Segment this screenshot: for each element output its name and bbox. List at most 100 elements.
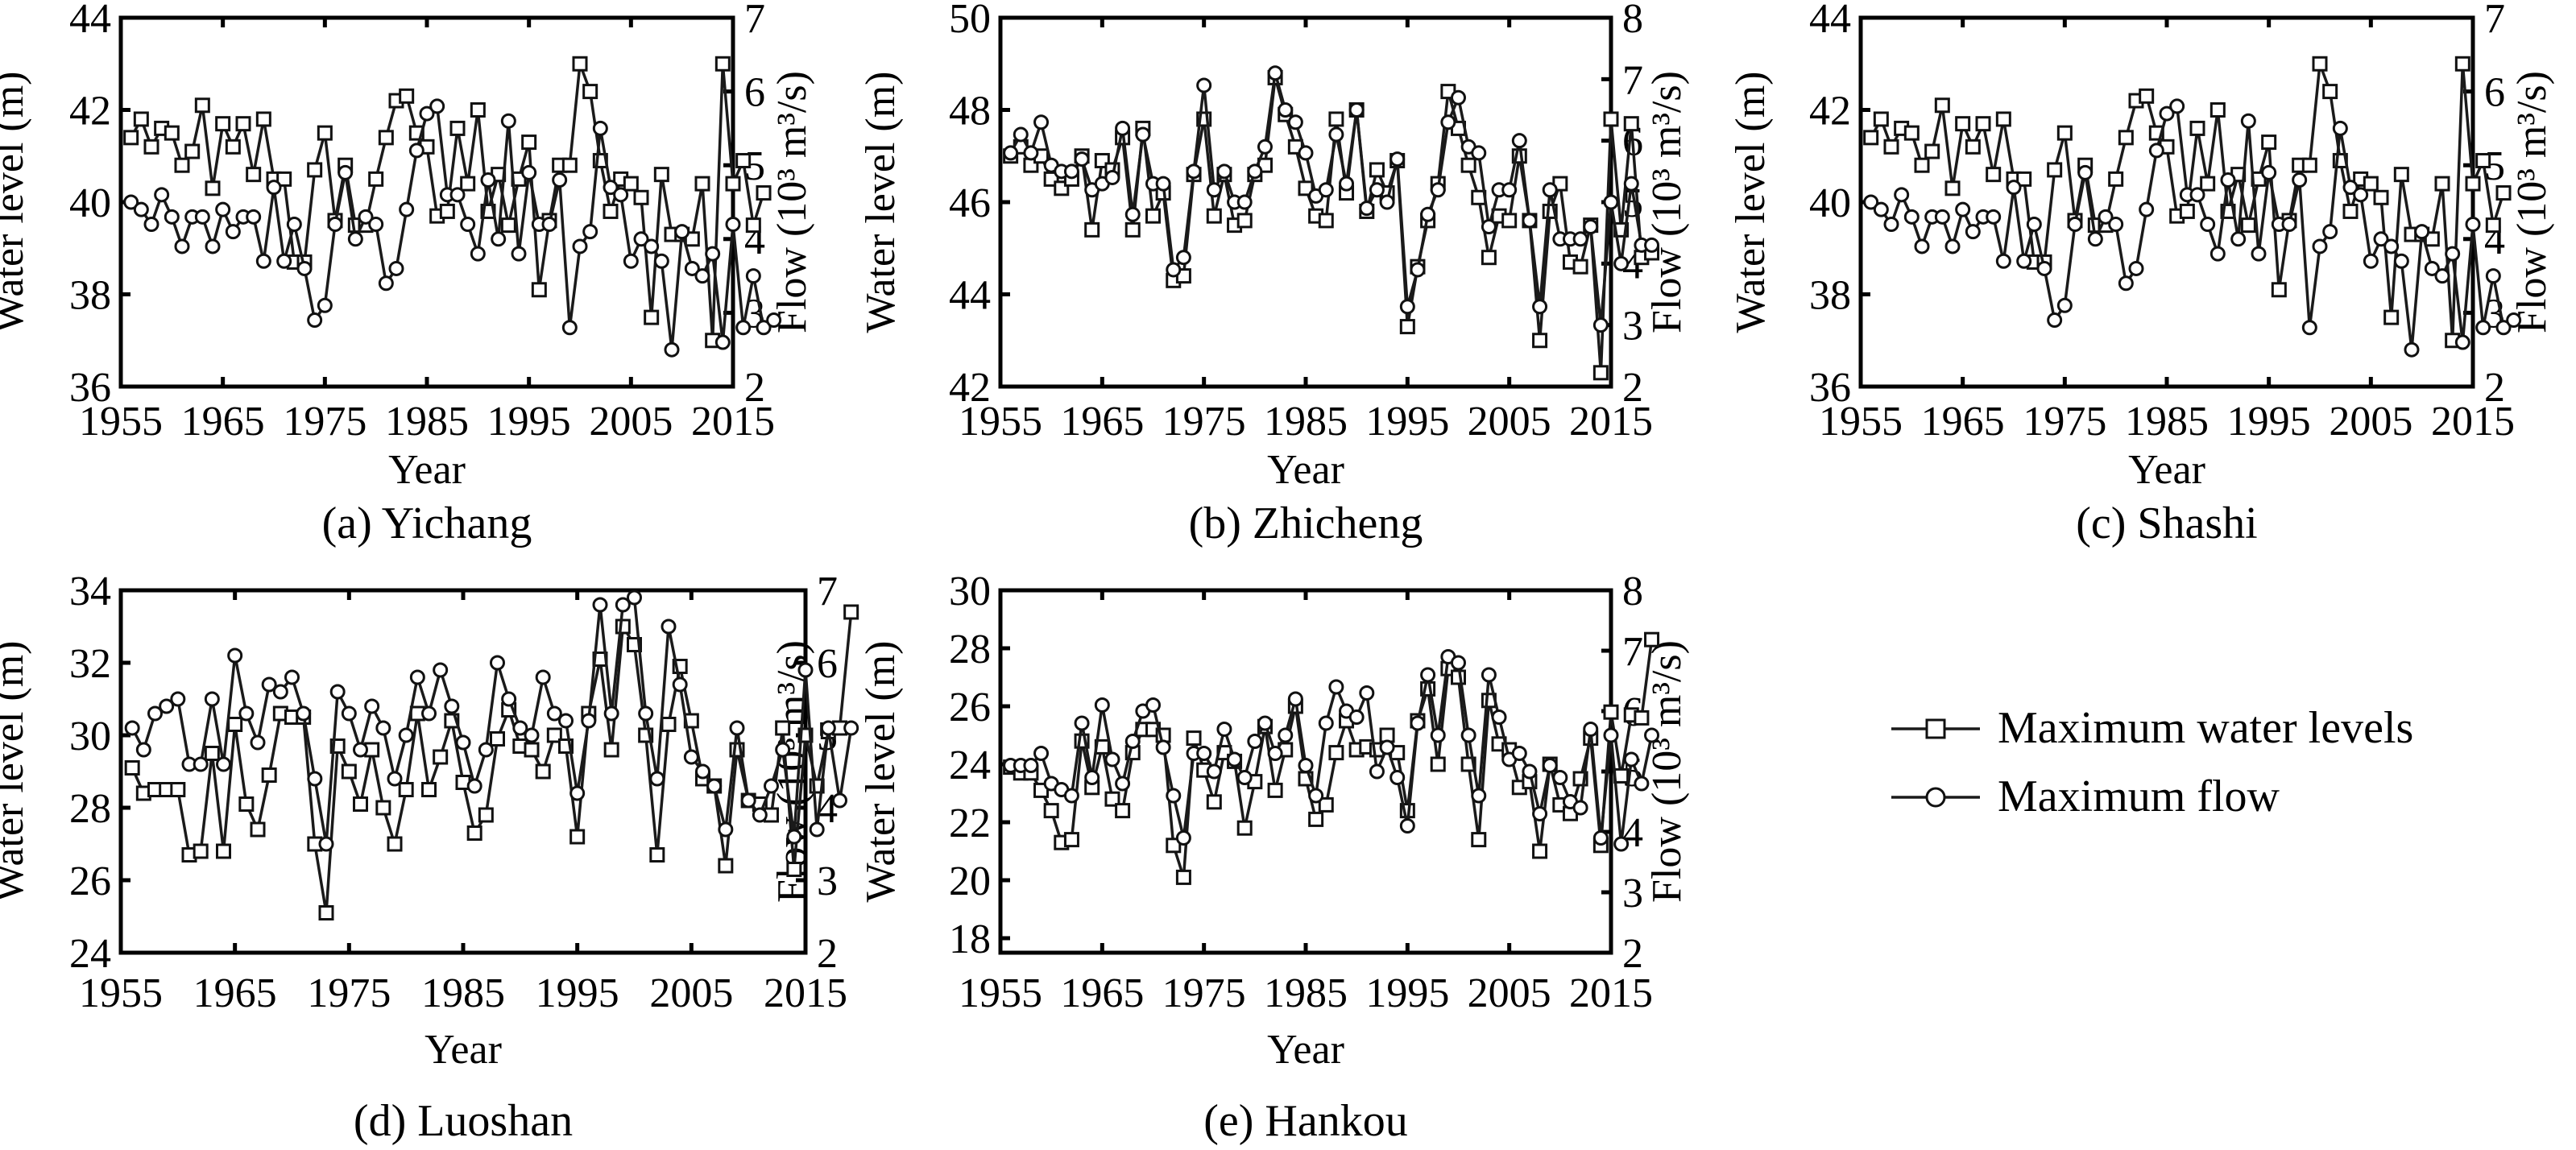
- flow-point: [2404, 341, 2420, 358]
- water-level-point: [1955, 116, 1971, 132]
- water-level-point: [1043, 803, 1059, 819]
- y2-tick-label: 3: [1622, 871, 1643, 916]
- flow-point: [1074, 715, 1090, 731]
- flow-point: [491, 231, 507, 247]
- water-level-point: [2434, 176, 2450, 192]
- flow-point: [1236, 194, 1253, 210]
- flow-point: [193, 756, 209, 772]
- flow-point: [592, 597, 608, 613]
- chart-panel: 1955 1965 1975 1985 1995 2005 2015 42 44 46 48 50 2 3…: [858, 0, 1690, 548]
- flow-point: [541, 216, 557, 232]
- y-tick-label: 36: [69, 365, 111, 411]
- flow-point: [623, 253, 639, 269]
- y-tick-label: 24: [69, 931, 111, 977]
- water-level-point: [843, 604, 859, 620]
- water-level-point: [2240, 217, 2256, 234]
- flow-point: [672, 676, 688, 693]
- flow-point: [409, 669, 425, 685]
- flow-point: [1603, 727, 1619, 743]
- water-level-point: [227, 717, 243, 732]
- chart-panel: 1955 1965 1975 1985 1995 2005 2015242628303234…: [0, 569, 859, 1146]
- flow-point: [1278, 727, 1294, 743]
- water-level-point: [1903, 125, 1920, 141]
- water-level-point: [2363, 176, 2379, 192]
- flow-point: [501, 691, 517, 707]
- flow-point: [2251, 246, 2267, 262]
- flow-point: [2353, 187, 2369, 203]
- flow-point: [2047, 312, 2063, 329]
- water-level-point: [603, 203, 619, 219]
- flow-point: [2026, 216, 2042, 232]
- flow-point: [569, 785, 586, 801]
- flow-point: [1955, 201, 1971, 217]
- flow-point: [832, 792, 847, 809]
- flow-point: [1613, 836, 1630, 852]
- y2-tick-label: 2: [817, 931, 838, 977]
- panel-caption: (b) Zhicheng: [1189, 498, 1423, 548]
- water-level-point: [1924, 143, 1940, 159]
- x-tick-label: 1965: [1060, 970, 1144, 1016]
- water-level-point: [1965, 139, 1981, 155]
- flow-point: [296, 705, 312, 722]
- x-tick-label: 1965: [193, 970, 277, 1016]
- flow-point: [1094, 697, 1110, 713]
- flow-point: [1166, 788, 1182, 804]
- y-axis-label: Water level (m): [0, 72, 32, 333]
- y-tick-label: 44: [1809, 0, 1851, 42]
- water-level-point: [1206, 208, 1222, 224]
- flow-point: [123, 194, 139, 210]
- water-level-point: [756, 185, 772, 201]
- flow-point: [706, 778, 723, 794]
- water-level-point: [124, 760, 140, 776]
- flow-point: [238, 705, 255, 722]
- flow-point: [1023, 145, 1039, 161]
- water-level-point: [1644, 631, 1660, 647]
- water-level-point: [786, 862, 802, 877]
- legend-levels-marker: [1925, 718, 1946, 739]
- y2-tick-label: 7: [1622, 57, 1643, 103]
- flow-point: [2056, 297, 2073, 313]
- flow-point: [1501, 182, 1518, 198]
- flow-point: [421, 705, 437, 722]
- flow-point: [1471, 788, 1487, 804]
- flow-point: [843, 720, 859, 736]
- flow-point: [2200, 216, 2216, 232]
- flow-point: [1644, 727, 1660, 743]
- flow-point: [2373, 231, 2389, 247]
- water-level-point: [1501, 213, 1518, 229]
- flow-point: [1451, 89, 1466, 105]
- water-level-point: [653, 167, 669, 183]
- water-level-point: [1995, 111, 2011, 127]
- flow-point: [524, 727, 540, 743]
- water-level-point: [1236, 213, 1253, 229]
- y-tick-label: 36: [1809, 365, 1851, 411]
- water-level-point: [500, 217, 516, 234]
- flow-point: [1389, 151, 1406, 168]
- chart-panel: 1955 1965 1975 1985 1995 2005 2015363840424423…: [1728, 0, 2555, 548]
- water-level-point: [661, 717, 677, 732]
- flow-point: [627, 589, 642, 606]
- flow-point: [1115, 776, 1131, 792]
- water-level-point: [2056, 125, 2073, 141]
- flow-point: [399, 201, 415, 217]
- water-level-point: [164, 125, 180, 141]
- flow-point: [1348, 709, 1365, 725]
- legend-levels-label: Maximum water levels: [1998, 703, 2413, 753]
- flow-point: [1623, 751, 1639, 767]
- flow-point: [1084, 770, 1100, 785]
- water-level-point: [1104, 791, 1120, 807]
- flow-line: [1009, 71, 1652, 327]
- flow-point: [1328, 679, 1344, 695]
- y-tick-label: 40: [1809, 180, 1851, 226]
- flow-point: [1379, 739, 1395, 755]
- water-level-point: [775, 720, 791, 736]
- water-level-point: [255, 111, 271, 127]
- y-tick-label: 28: [69, 786, 111, 832]
- water-level-point: [1399, 319, 1415, 335]
- water-level-point: [1572, 259, 1588, 275]
- flow-point: [1124, 206, 1141, 222]
- flow-point: [820, 720, 836, 736]
- flow-point: [2434, 268, 2450, 284]
- water-level-point: [1460, 157, 1476, 173]
